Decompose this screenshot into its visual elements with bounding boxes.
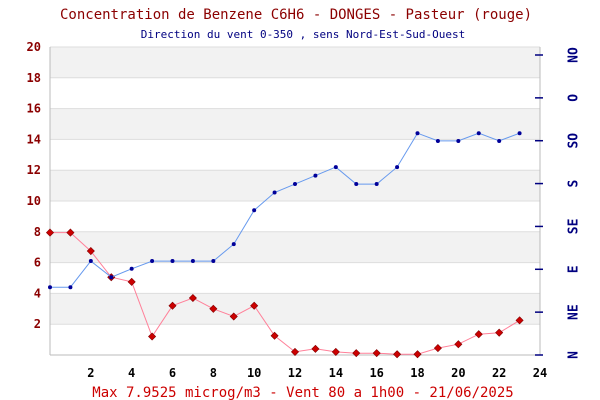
data-point-wind bbox=[48, 285, 52, 290]
data-point-benzene bbox=[393, 350, 402, 359]
data-point-wind bbox=[293, 182, 297, 187]
direction-tick-label: SO bbox=[567, 133, 582, 149]
data-point-wind bbox=[354, 182, 359, 187]
y-tick-label: 10 bbox=[27, 194, 41, 208]
data-point-wind bbox=[109, 275, 114, 280]
data-point-benzene bbox=[474, 330, 483, 339]
data-point-wind bbox=[435, 138, 440, 143]
data-point-wind bbox=[456, 138, 461, 143]
direction-tick-label: S bbox=[567, 179, 582, 187]
series-benzene bbox=[45, 228, 524, 359]
y-tick-label: 8 bbox=[34, 225, 41, 239]
chart-title: Concentration de Benzene C6H6 - DONGES -… bbox=[60, 7, 532, 23]
data-point-wind bbox=[68, 285, 73, 290]
data-point-wind bbox=[395, 165, 400, 170]
y-tick-label: 18 bbox=[27, 71, 41, 85]
direction-tick-label: NE bbox=[567, 304, 582, 320]
data-point-benzene bbox=[168, 301, 177, 310]
data-point-benzene bbox=[372, 349, 381, 358]
direction-tick-label: N bbox=[567, 351, 582, 359]
plot-band bbox=[50, 293, 540, 325]
data-point-benzene bbox=[290, 347, 300, 356]
series-layer bbox=[45, 131, 524, 359]
data-point-wind bbox=[272, 190, 277, 195]
data-point-benzene bbox=[148, 332, 157, 341]
data-point-benzene bbox=[188, 293, 197, 303]
y-tick-label: 4 bbox=[34, 286, 41, 300]
series-wind bbox=[48, 131, 522, 290]
plot-band bbox=[50, 108, 540, 140]
y-tick-label: 20 bbox=[27, 40, 41, 54]
x-tick-label: 10 bbox=[247, 366, 261, 380]
x-tick-label: 4 bbox=[128, 366, 135, 380]
direction-tick-label: E bbox=[567, 265, 582, 273]
y-tick-label: 16 bbox=[27, 102, 41, 116]
data-point-wind bbox=[476, 131, 481, 136]
x-tick-label: 8 bbox=[210, 366, 217, 380]
y-tick-label: 6 bbox=[34, 256, 41, 270]
chart-footer: Max 7.9525 microg/m3 - Vent 80 a 1h00 - … bbox=[92, 385, 513, 400]
x-tick-label: 22 bbox=[492, 366, 506, 380]
direction-tick-label: NO bbox=[567, 47, 582, 63]
x-tick-label: 6 bbox=[169, 366, 176, 380]
plot-band bbox=[50, 231, 540, 263]
y-tick-label: 12 bbox=[27, 163, 41, 177]
y-axis-ticks: 2 4 6 8 10 12 14 16 18 20 bbox=[27, 40, 41, 331]
data-point-wind bbox=[211, 259, 216, 264]
x-tick-label: 14 bbox=[329, 366, 343, 380]
data-point-benzene bbox=[311, 344, 320, 353]
x-tick-label: 16 bbox=[369, 366, 383, 380]
data-point-wind bbox=[129, 266, 134, 271]
x-tick-label: 24 bbox=[533, 366, 547, 380]
direction-axis-ticks: N NE E SE S SO O NO bbox=[535, 47, 582, 359]
data-point-benzene bbox=[413, 350, 422, 359]
data-point-benzene bbox=[515, 316, 524, 325]
y-tick-label: 14 bbox=[27, 132, 41, 146]
data-point-wind bbox=[252, 208, 257, 213]
data-point-benzene bbox=[454, 340, 463, 349]
data-point-benzene bbox=[352, 349, 361, 358]
y-tick-label: 2 bbox=[34, 317, 41, 331]
data-point-wind bbox=[374, 182, 379, 187]
direction-tick-label: O bbox=[567, 94, 582, 102]
data-point-benzene bbox=[331, 347, 340, 356]
data-point-wind bbox=[88, 259, 93, 264]
data-point-benzene bbox=[270, 331, 279, 340]
data-point-benzene bbox=[495, 328, 504, 337]
data-point-wind bbox=[190, 259, 195, 264]
x-tick-label: 18 bbox=[410, 366, 424, 380]
x-axis-ticks: 2 4 6 8 10 12 14 16 18 20 22 24 bbox=[87, 366, 547, 380]
data-point-wind bbox=[150, 259, 155, 264]
data-point-benzene bbox=[127, 277, 136, 286]
x-tick-label: 12 bbox=[288, 366, 302, 380]
x-tick-label: 20 bbox=[451, 366, 465, 380]
data-point-wind bbox=[415, 131, 420, 136]
chart-subtitle: Direction du vent 0-350 , sens Nord-Est-… bbox=[141, 28, 466, 41]
data-point-benzene bbox=[229, 312, 238, 321]
data-point-benzene bbox=[209, 304, 218, 313]
data-point-wind bbox=[170, 259, 175, 264]
data-point-wind bbox=[231, 242, 236, 247]
direction-tick-label: SE bbox=[567, 219, 582, 235]
data-point-benzene bbox=[433, 344, 442, 353]
plot-bands bbox=[50, 47, 540, 325]
data-point-benzene bbox=[250, 301, 259, 310]
x-tick-label: 2 bbox=[87, 366, 94, 380]
series-line-wind bbox=[50, 132, 520, 288]
data-point-benzene bbox=[86, 247, 95, 256]
data-point-wind bbox=[497, 138, 502, 143]
data-point-wind bbox=[333, 165, 338, 170]
data-point-benzene bbox=[45, 228, 55, 237]
data-point-benzene bbox=[66, 228, 75, 237]
data-point-wind bbox=[517, 131, 522, 136]
data-point-wind bbox=[313, 173, 318, 178]
plot-band bbox=[50, 47, 540, 78]
